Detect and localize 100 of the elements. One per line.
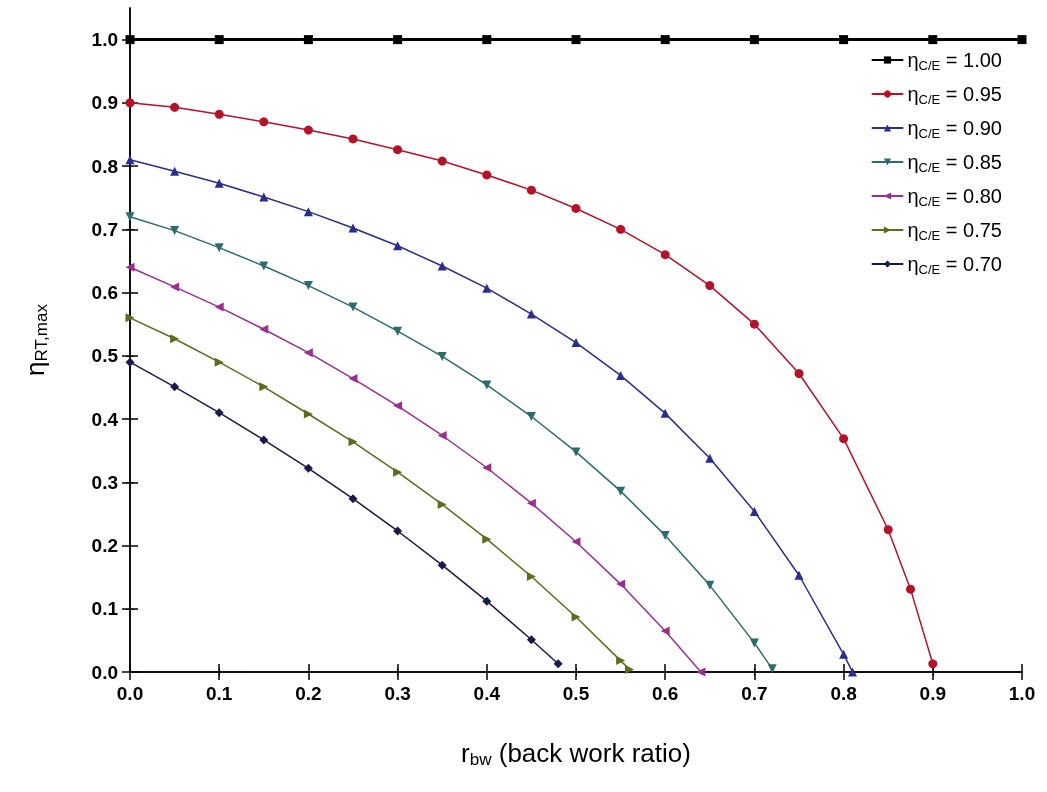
point bbox=[625, 664, 635, 674]
point bbox=[482, 596, 492, 606]
point bbox=[259, 192, 269, 202]
point bbox=[749, 35, 759, 45]
point bbox=[482, 170, 492, 180]
point bbox=[839, 649, 849, 659]
point bbox=[214, 178, 224, 188]
x-tick-label: 0.5 bbox=[562, 683, 590, 704]
point bbox=[1017, 35, 1027, 45]
x-tick-label: 0.4 bbox=[473, 683, 501, 704]
x-tick-label: 0.8 bbox=[830, 683, 857, 704]
point bbox=[437, 261, 447, 271]
point bbox=[526, 309, 536, 319]
point bbox=[303, 207, 313, 217]
point bbox=[214, 243, 224, 253]
y-tick-label: 0.7 bbox=[91, 218, 118, 240]
point bbox=[214, 408, 224, 418]
point bbox=[571, 35, 581, 45]
point bbox=[553, 659, 563, 669]
point bbox=[303, 281, 313, 291]
point bbox=[767, 664, 777, 674]
point bbox=[348, 223, 358, 233]
point bbox=[571, 203, 581, 213]
point bbox=[482, 380, 492, 390]
point bbox=[437, 430, 447, 440]
point bbox=[348, 134, 358, 144]
point bbox=[303, 348, 313, 358]
point bbox=[125, 155, 135, 165]
point bbox=[696, 667, 706, 677]
point bbox=[705, 453, 715, 463]
point bbox=[526, 185, 536, 195]
point bbox=[259, 117, 269, 127]
point bbox=[749, 506, 759, 516]
x-tick-label: 0.7 bbox=[741, 683, 768, 704]
y-tick-label: 0.9 bbox=[91, 92, 118, 114]
x-tick-label: 0.3 bbox=[384, 683, 411, 704]
point bbox=[393, 526, 403, 536]
y-tick-label: 0.2 bbox=[91, 535, 118, 557]
point bbox=[839, 434, 849, 444]
point bbox=[794, 570, 804, 580]
point bbox=[928, 35, 938, 45]
point bbox=[705, 281, 715, 291]
point bbox=[348, 374, 358, 384]
point bbox=[348, 302, 358, 312]
x-tick-label: 0.2 bbox=[295, 683, 322, 704]
point bbox=[616, 224, 626, 234]
point bbox=[125, 357, 135, 367]
point bbox=[571, 338, 581, 348]
y-tick-label: 0.0 bbox=[91, 661, 118, 683]
point bbox=[526, 635, 536, 645]
point bbox=[303, 463, 313, 473]
point bbox=[214, 109, 224, 119]
point bbox=[616, 370, 626, 380]
point bbox=[170, 382, 180, 392]
y-tick-label: 0.8 bbox=[91, 155, 118, 177]
point bbox=[303, 409, 313, 419]
point bbox=[571, 447, 581, 457]
point bbox=[660, 250, 670, 260]
point bbox=[437, 156, 447, 166]
point bbox=[170, 166, 180, 176]
point bbox=[794, 369, 804, 379]
point bbox=[170, 102, 180, 112]
x-tick-label: 0.0 bbox=[116, 683, 144, 704]
point bbox=[526, 498, 536, 508]
point bbox=[571, 537, 581, 547]
point bbox=[259, 435, 269, 445]
point bbox=[393, 145, 403, 155]
point bbox=[437, 560, 447, 570]
point bbox=[259, 382, 269, 392]
point bbox=[348, 494, 358, 504]
x-tick-label: 1.0 bbox=[1008, 683, 1036, 704]
point bbox=[928, 659, 938, 669]
point bbox=[526, 572, 536, 582]
point bbox=[393, 35, 403, 45]
y-tick-label: 1.0 bbox=[91, 29, 118, 51]
y-tick-label: 0.4 bbox=[91, 408, 119, 430]
point bbox=[303, 125, 313, 135]
point bbox=[848, 667, 858, 677]
x-tick-label: 0.6 bbox=[651, 683, 679, 704]
point bbox=[482, 283, 492, 293]
point bbox=[660, 530, 670, 540]
point bbox=[214, 302, 224, 312]
point bbox=[482, 534, 492, 544]
point bbox=[170, 282, 180, 292]
y-tick-label: 0.1 bbox=[91, 598, 119, 620]
point bbox=[437, 351, 447, 361]
point bbox=[170, 334, 180, 344]
point bbox=[749, 638, 759, 648]
point bbox=[616, 579, 626, 589]
point bbox=[303, 35, 313, 45]
point bbox=[393, 467, 403, 477]
y-tick-label: 0.3 bbox=[91, 471, 118, 493]
x-tick-label: 0.9 bbox=[919, 683, 947, 704]
point bbox=[437, 499, 447, 509]
point bbox=[660, 35, 670, 45]
point bbox=[482, 35, 492, 45]
point bbox=[170, 226, 180, 236]
y-tick-label: 0.6 bbox=[91, 282, 118, 304]
x-tick-label: 0.1 bbox=[205, 683, 233, 704]
point bbox=[839, 35, 849, 45]
